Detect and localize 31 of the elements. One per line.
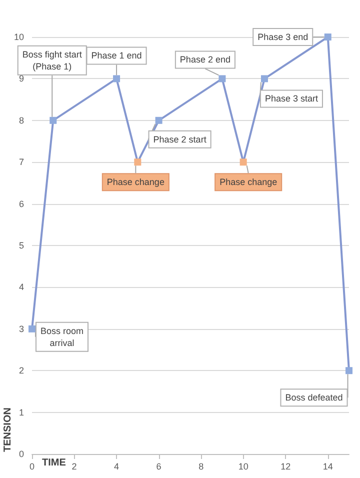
y-tick-label: 3 xyxy=(18,324,24,334)
x-tick-label: 12 xyxy=(280,462,291,472)
annotation: Boss fight start (Phase 1) xyxy=(22,49,82,72)
annotation: Phase 3 end xyxy=(258,32,308,42)
annotation: Phase change xyxy=(220,177,278,188)
y-tick-label: 10 xyxy=(14,32,24,42)
annotation: Boss defeated xyxy=(285,392,343,403)
annotation: Phase 2 start xyxy=(153,134,207,144)
x-tick-label: 4 xyxy=(114,462,120,472)
y-tick-label: 4 xyxy=(18,282,24,292)
x-tick-label: 10 xyxy=(238,462,248,472)
y-tick-label: 1 xyxy=(18,407,24,418)
y-tick-label: 8 xyxy=(18,115,24,126)
y-axis-title: TENSION xyxy=(2,408,14,452)
y-tick-label: 7 xyxy=(18,157,24,168)
x-tick-label: 2 xyxy=(72,462,77,472)
annotation: Phase 1 end xyxy=(91,50,142,61)
annotation: Boss room arrival xyxy=(40,326,84,348)
annotation: Phase 3 start xyxy=(264,94,318,104)
y-tick-label: 0 xyxy=(18,449,24,459)
x-tick-label: 8 xyxy=(198,462,204,472)
y-tick-label: 9 xyxy=(18,74,24,84)
x-axis-title: TIME xyxy=(42,458,66,468)
x-tick-label: 6 xyxy=(156,462,162,472)
x-tick-label: 0 xyxy=(29,462,35,472)
y-tick-label: 5 xyxy=(18,240,24,250)
x-tick-label: 14 xyxy=(322,462,333,472)
y-tick-label: 6 xyxy=(18,198,24,209)
annotation: Phase 2 end xyxy=(180,54,230,65)
y-tick-label: 2 xyxy=(18,366,24,376)
annotation: Phase change xyxy=(106,177,164,188)
